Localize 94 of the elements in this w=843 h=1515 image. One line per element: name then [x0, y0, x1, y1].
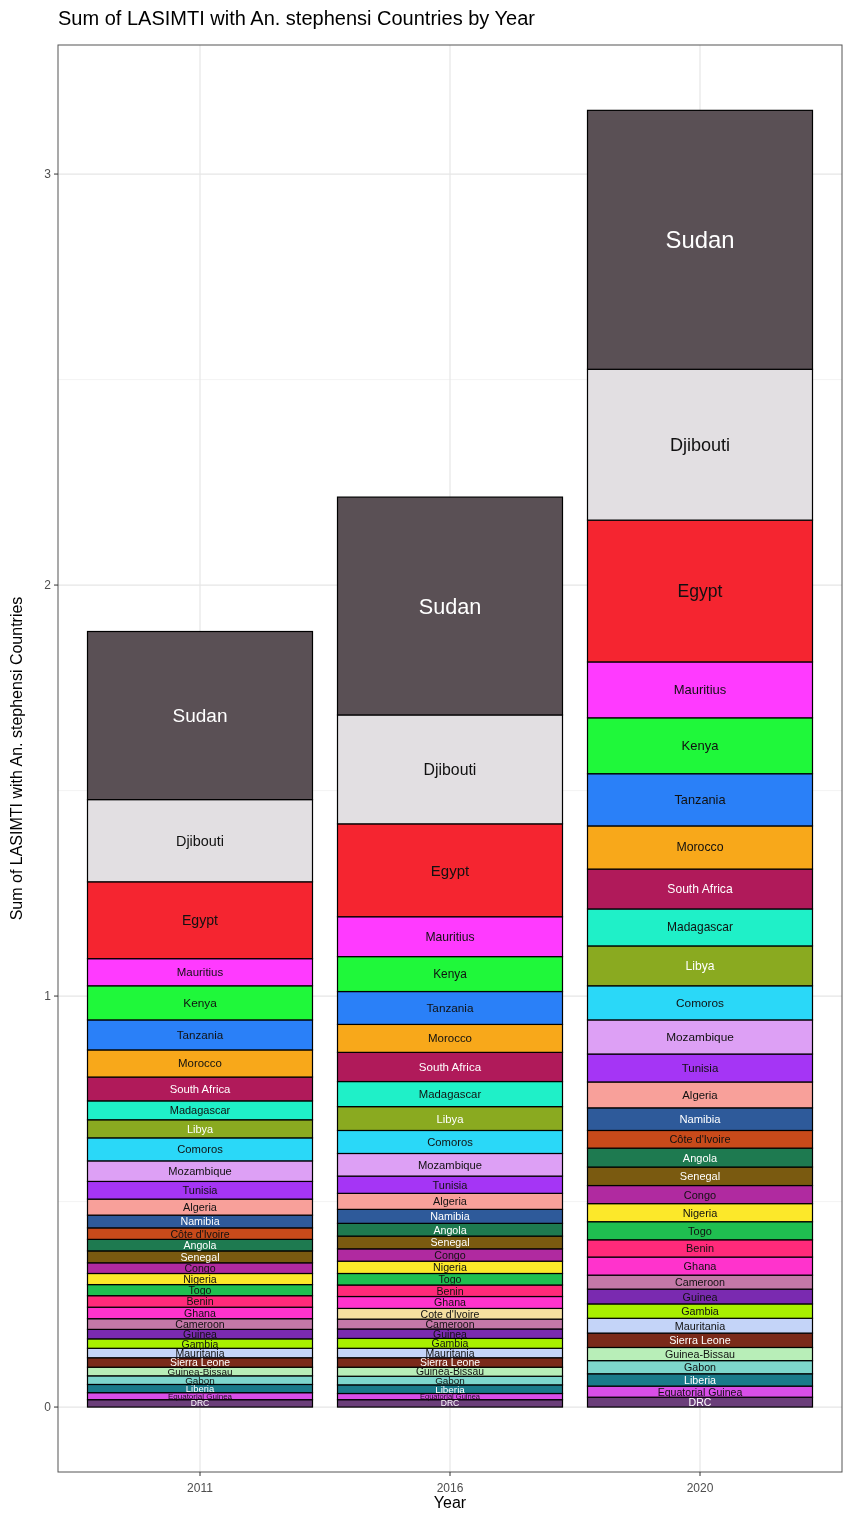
- text: Nigeria: [183, 1273, 217, 1286]
- text: Sudan: [665, 226, 735, 254]
- series-label: Mozambique: [168, 1165, 232, 1178]
- series-label: Senegal: [180, 1250, 220, 1263]
- series-label: Tanzania: [176, 1028, 224, 1042]
- text: Sudan: [418, 593, 482, 619]
- text: DRC: [440, 1398, 460, 1409]
- chart-title: Sum of LASIMTI with An. stephensi Countries by Year: [58, 7, 536, 29]
- series-label: Gabon: [683, 1361, 717, 1374]
- series-label: Kenya: [183, 995, 218, 1010]
- text: Mauritius: [425, 929, 475, 944]
- series-label: Angola: [183, 1239, 217, 1252]
- y-tick-label: 0: [44, 1400, 52, 1415]
- text: Nigeria: [682, 1206, 718, 1219]
- series-label: Benin: [186, 1295, 214, 1308]
- text: Ghana: [683, 1260, 717, 1273]
- text: Namibia: [430, 1210, 470, 1223]
- y-axis-title: Sum of LASIMTI with An. stephensi Countries: [8, 596, 25, 921]
- text: Côte d'Ivoire: [669, 1133, 731, 1146]
- text: Mauritania: [674, 1319, 726, 1332]
- text: Madagascar: [418, 1088, 482, 1101]
- y-tick-label: 3: [44, 167, 52, 182]
- series-label: Liberia: [684, 1373, 717, 1386]
- text: Morocco: [676, 840, 724, 855]
- text: Egypt: [430, 861, 470, 879]
- series-label: Tunisia: [432, 1178, 469, 1191]
- text: Madagascar: [667, 920, 733, 935]
- series-label: Cote d'Ivoire: [420, 1307, 480, 1320]
- series-label: Madagascar: [169, 1104, 231, 1117]
- series-label: Guinea-Bissau: [664, 1348, 736, 1361]
- series-label: Libya: [186, 1122, 214, 1135]
- series-label: Namibia: [180, 1215, 220, 1228]
- text: Guinea-Bissau: [415, 1366, 485, 1378]
- series-label: Nigeria: [433, 1261, 467, 1274]
- series-label: Côte d'Ivoire: [170, 1227, 230, 1240]
- x-tick-label: 2011: [187, 1481, 214, 1495]
- x-tick-label: 2016: [436, 1481, 464, 1495]
- text: Tunisia: [681, 1061, 719, 1074]
- text: Guinea: [682, 1290, 718, 1303]
- series-label: Djibouti: [176, 832, 224, 849]
- text: Mozambique: [666, 1029, 734, 1044]
- series-label: Morocco: [178, 1057, 222, 1070]
- text: Senegal: [679, 1170, 721, 1183]
- text: Comoros: [676, 995, 724, 1010]
- series-label: Congo: [434, 1248, 466, 1261]
- text: Algeria: [682, 1088, 718, 1101]
- y-tick-label: 1: [44, 989, 52, 1004]
- text: Libya: [436, 1112, 464, 1125]
- text: Angola: [682, 1151, 718, 1164]
- text: Comoros: [427, 1135, 473, 1148]
- text: Morocco: [427, 1032, 473, 1045]
- text: Tunisia: [182, 1184, 218, 1197]
- text: Angola: [433, 1223, 467, 1236]
- series-label: Equatorial Guinea: [657, 1385, 743, 1398]
- series-label: Ghana: [434, 1296, 467, 1309]
- text: Togo: [188, 1284, 212, 1297]
- x-axis-title: Year: [433, 1494, 467, 1511]
- series-label: Togo: [438, 1273, 462, 1286]
- text: Mauritius: [673, 682, 727, 698]
- text: Cameroon: [674, 1276, 726, 1289]
- text: Algeria: [433, 1195, 467, 1208]
- text: DRC: [190, 1398, 210, 1409]
- text: Tanzania: [426, 1001, 474, 1015]
- text: Egypt: [677, 581, 723, 602]
- series-label: Sudan: [172, 705, 228, 727]
- text: South Africa: [667, 881, 733, 896]
- series-label: Egypt: [181, 912, 219, 929]
- x-tick-label: 2020: [686, 1481, 714, 1495]
- text: Congo: [184, 1262, 216, 1275]
- text: Senegal: [430, 1236, 470, 1249]
- series-label: Algeria: [183, 1201, 218, 1214]
- text: Benin: [686, 1242, 714, 1255]
- text: Namibia: [679, 1113, 721, 1126]
- text: South Africa: [418, 1060, 482, 1073]
- text: Gambia: [681, 1305, 719, 1318]
- text: Libya: [685, 958, 715, 973]
- text: Togo: [688, 1224, 712, 1237]
- text: Congo: [683, 1188, 717, 1201]
- series-label: South Africa: [169, 1082, 232, 1095]
- series-label: Cameroon: [175, 1318, 225, 1331]
- series-label: Mauritius: [176, 966, 224, 979]
- series-label: Sierra Leone: [669, 1334, 731, 1347]
- text: Tanzania: [674, 792, 726, 808]
- text: Benin: [436, 1284, 464, 1297]
- text: Ghana: [184, 1306, 216, 1319]
- text: Djibouti: [669, 434, 731, 455]
- text: Djibouti: [423, 760, 477, 778]
- y-tick-label: 2: [44, 578, 52, 593]
- text: Kenya: [681, 738, 719, 754]
- text: Kenya: [433, 967, 467, 982]
- series-label: Comoros: [177, 1143, 224, 1156]
- series-label: Gambia: [431, 1337, 469, 1350]
- text: Mozambique: [417, 1158, 483, 1171]
- series-label: DRC: [688, 1396, 712, 1409]
